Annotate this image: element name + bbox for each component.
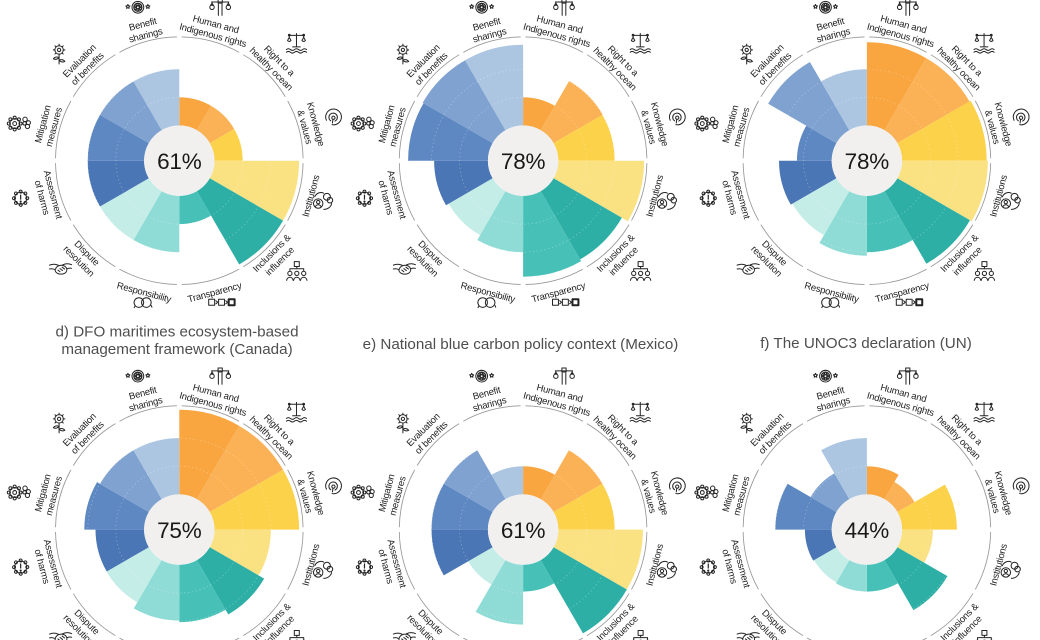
- svg-text:f) The UNOC3 declaration (UN): f) The UNOC3 declaration (UN): [760, 335, 972, 352]
- svg-text:78%: 78%: [845, 149, 890, 174]
- svg-text:61%: 61%: [501, 518, 546, 543]
- svg-text:78%: 78%: [501, 149, 546, 174]
- svg-text:d) DFO maritimes ecosystem-bas: d) DFO maritimes ecosystem-based: [55, 324, 298, 341]
- svg-text:Benefitsharings: Benefitsharings: [125, 15, 164, 46]
- svg-text:management framework (Canada): management framework (Canada): [61, 341, 292, 358]
- svg-text:e) National blue carbon policy: e) National blue carbon policy context (…: [363, 336, 679, 353]
- svg-text:75%: 75%: [157, 518, 202, 543]
- svg-text:61%: 61%: [157, 149, 202, 174]
- svg-text:44%: 44%: [845, 518, 890, 543]
